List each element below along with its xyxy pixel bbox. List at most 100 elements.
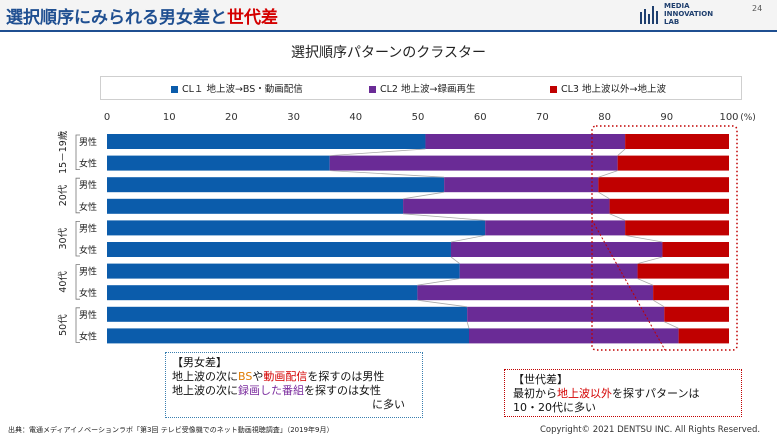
callout-gender-recorded: 録画した番組	[238, 384, 304, 397]
callout-gender-line1: 地上波の次にBSや動画配信を探すのは男性	[172, 370, 416, 384]
bar-segment-cl2	[459, 263, 638, 279]
header-bar	[0, 0, 777, 30]
chart-title: 選択順序パターンのクラスター	[290, 45, 487, 61]
bar-segment-cl3	[625, 134, 729, 149]
group-label: 30代	[58, 227, 69, 249]
bar-segment-cl1	[107, 242, 451, 257]
group-bracket	[75, 177, 80, 214]
connector-line-cl2	[598, 148, 679, 329]
bar-segment-cl2	[485, 220, 626, 236]
group-bracket	[75, 134, 80, 170]
highlight-box-generation	[591, 125, 738, 351]
callout-gender-line2: 地上波の次に録画した番組を探すのは女性	[172, 384, 416, 398]
slide-title-accent: 世代差	[227, 8, 278, 28]
x-tick-label: 50	[412, 112, 425, 123]
bar-segment-cl3	[678, 328, 729, 344]
bar-segment-cl2	[417, 285, 654, 301]
bar-segment-cl3	[637, 263, 729, 279]
x-tick-label: 70	[536, 112, 549, 123]
callout-gen-line2: 10・20代に多い	[513, 401, 596, 414]
callout-gen-heading: 【世代差】	[513, 373, 568, 386]
group-label: 20代	[58, 184, 69, 206]
bar-segment-cl2	[467, 306, 665, 322]
bar-segment-cl3	[609, 198, 729, 214]
category-label: 女性	[79, 158, 97, 170]
bar-segment-cl1	[107, 177, 445, 193]
callout-gender-text: を探すのは男性	[307, 370, 385, 383]
bar-segment-cl3	[662, 242, 729, 257]
legend-item-cl2: CL2 地上波→録画再生	[369, 81, 475, 95]
legend-label-cl2: CL2 地上波→録画再生	[380, 84, 476, 95]
bar-segment-cl2	[329, 155, 618, 171]
bar-segment-cl1	[107, 263, 460, 279]
group-bracket	[75, 264, 80, 300]
x-unit-label: (%)	[740, 113, 756, 123]
bar-segment-cl1	[107, 328, 470, 344]
category-label: 女性	[79, 201, 97, 213]
bar-segment-cl1	[107, 198, 404, 214]
category-label: 男性	[79, 222, 97, 234]
callout-gender-text: や	[252, 370, 264, 383]
group-label: 15－19歳	[57, 130, 69, 174]
bar-segment-cl2	[425, 134, 626, 149]
chart-legend: CL１ 地上波→BS・動画配信 CL2 地上波→録画再生 CL3 地上波以外→地…	[100, 76, 742, 100]
category-label: 男性	[79, 136, 97, 148]
x-tick-label: 40	[349, 112, 362, 123]
bar-segment-cl3	[598, 177, 729, 193]
category-label: 男性	[79, 309, 97, 321]
legend-swatch-cl2	[369, 86, 376, 93]
legend-item-cl3: CL3 地上波以外→地上波	[550, 81, 666, 95]
bar-segment-cl3	[625, 220, 729, 236]
x-tick-label: 60	[474, 112, 487, 123]
legend-item-cl1: CL１ 地上波→BS・動画配信	[171, 81, 303, 95]
callout-gender-difference: 【男女差】 地上波の次にBSや動画配信を探すのは男性 地上波の次に録画した番組を…	[165, 352, 423, 418]
callout-gender-text: 地上波の次に	[172, 384, 238, 397]
callout-gen-non-terrestrial: 地上波以外	[557, 387, 612, 400]
callout-gender-bs: BS	[238, 370, 253, 383]
logo-text: MEDIA INNOVATION LAB	[664, 2, 714, 26]
x-tick-label: 80	[598, 112, 611, 123]
connector-line-cl1	[329, 148, 486, 329]
bar-segment-cl3	[653, 285, 729, 301]
category-label: 男性	[79, 266, 97, 278]
callout-gender-line3: に多い	[372, 398, 405, 411]
x-tick-label: 90	[660, 112, 673, 123]
bar-segment-cl3	[664, 306, 729, 322]
legend-swatch-cl1	[171, 86, 178, 93]
callout-generation-difference: 【世代差】 最初から地上波以外を探すパターンは 10・20代に多い	[504, 369, 742, 417]
group-label: 40代	[58, 271, 69, 293]
stacked-bar-chart: 0 10 20 30 40 50 60 70 80 90 100 (%)男性女性男性女性男性女性男性女…	[57, 112, 756, 351]
bar-segment-cl1	[107, 134, 426, 149]
category-label: 男性	[79, 179, 97, 191]
logo-bars-icon	[640, 6, 658, 24]
header-underline	[0, 30, 777, 32]
callout-gen-text: を探すパターンは	[612, 387, 700, 400]
media-innovation-lab-logo: MEDIA INNOVATION LAB	[640, 2, 715, 28]
legend-label-cl3: CL3 地上波以外→地上波	[561, 84, 666, 95]
group-bracket	[75, 221, 80, 257]
category-label: 女性	[79, 287, 97, 299]
source-note: 出典：電通メディアイノベーションラボ「第3回 テレビ受像機でのネット動画視聴調査…	[8, 426, 334, 434]
x-tick-label: 100	[719, 112, 738, 123]
slide-title: 選択順序にみられる男女差と世代差	[6, 3, 278, 28]
copyright: Copyright© 2021 DENTSU INC. All Rights R…	[540, 425, 761, 435]
bar-segment-cl2	[444, 177, 599, 193]
legend-swatch-cl3	[550, 86, 557, 93]
x-tick-label: 10	[163, 112, 176, 123]
bar-segment-cl1	[107, 220, 486, 236]
slide-title-main: 選択順序にみられる男女差と	[6, 8, 227, 28]
bar-segment-cl2	[450, 242, 663, 257]
callout-gender-streaming: 動画配信	[263, 370, 308, 383]
bar-segment-cl2	[469, 328, 679, 344]
x-tick-label: 30	[287, 112, 300, 123]
group-label: 50代	[58, 314, 69, 336]
x-tick-label: 0	[104, 112, 110, 123]
category-label: 女性	[79, 330, 97, 342]
callout-gender-heading: 【男女差】	[172, 356, 227, 369]
bar-segment-cl1	[107, 285, 418, 301]
category-label: 女性	[79, 244, 97, 256]
callout-gen-line1: 最初から地上波以外を探すパターンは	[513, 387, 733, 401]
group-bracket	[75, 307, 80, 343]
bar-segment-cl1	[107, 306, 468, 322]
bar-segment-cl3	[617, 155, 729, 171]
